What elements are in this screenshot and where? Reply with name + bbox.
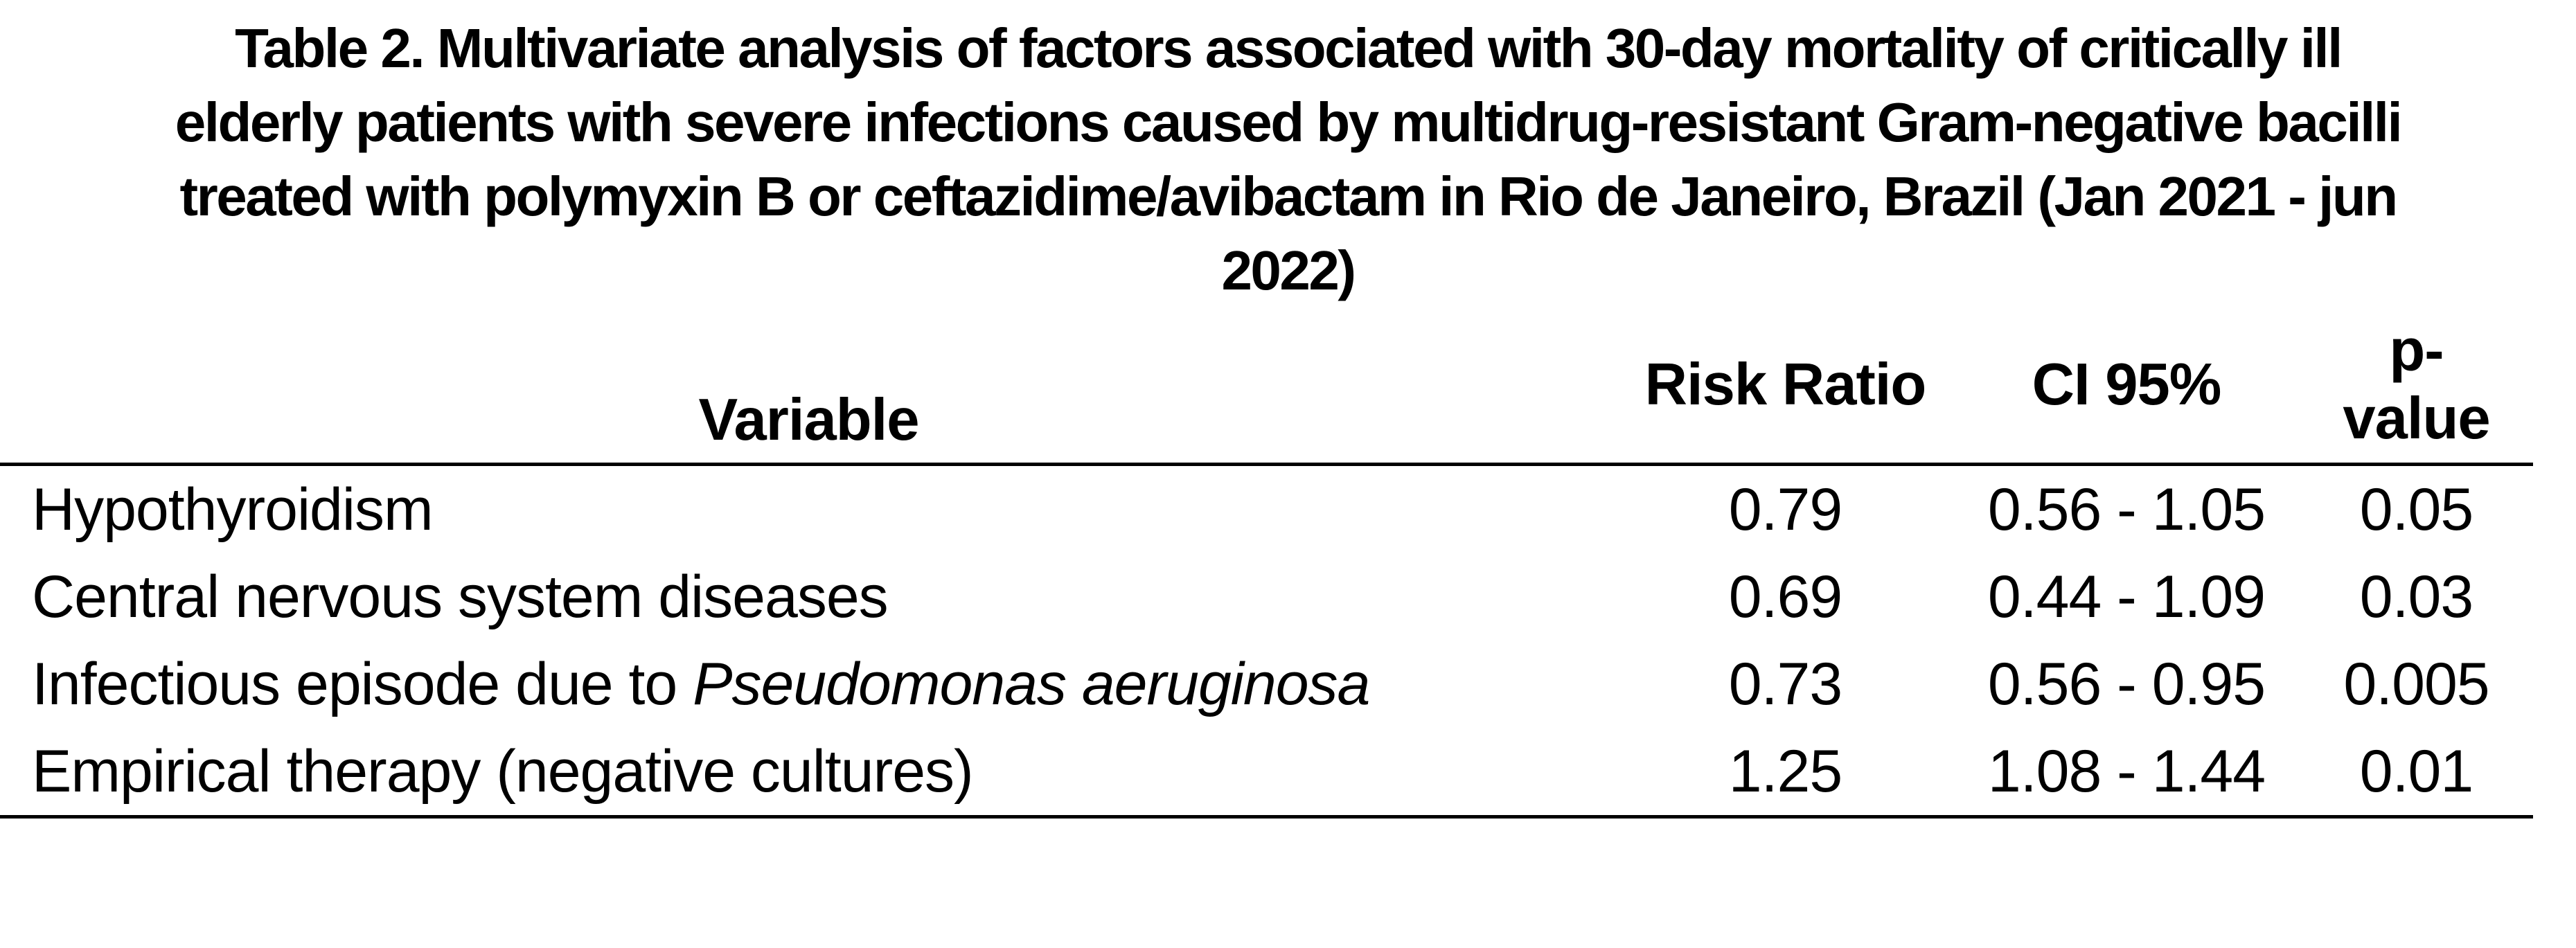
col-header-risk-ratio: Risk Ratio — [1617, 307, 1953, 465]
cell-p-value: 0.01 — [2359, 737, 2473, 805]
cell-ci-95: 0.56 - 1.05 — [1987, 476, 2266, 543]
variable-italic-text: Pseudomonas aeruginosa — [693, 650, 1370, 717]
col-header-variable-label: Variable — [698, 387, 919, 453]
cell-risk-ratio: 0.79 — [1728, 476, 1842, 543]
cell-risk-ratio: 1.25 — [1728, 737, 1842, 805]
cell-p-value: 0.005 — [2343, 650, 2489, 717]
cell-variable: Empirical therapy (negative cultures) — [0, 728, 1617, 817]
cell-ci-95: 0.44 - 1.09 — [1987, 563, 2266, 630]
cell-ci-95: 1.08 - 1.44 — [1987, 737, 2266, 805]
cell-risk-ratio: 0.73 — [1728, 650, 1842, 717]
col-header-p-value-label: p-value — [2343, 318, 2490, 451]
results-table: Variable Risk Ratio CI 95% p-value Hypot… — [0, 307, 2533, 819]
cell-risk-ratio: 0.69 — [1728, 563, 1842, 630]
cell-ci-95: 0.56 - 0.95 — [1987, 650, 2266, 717]
cell-p-value: 0.05 — [2359, 476, 2473, 543]
variable-text: Hypothyroidism — [32, 476, 434, 543]
cell-variable: Hypothyroidism — [0, 465, 1617, 554]
col-header-ci-95: CI 95% — [1953, 307, 2300, 465]
table-row: Empirical therapy (negative cultures) 1.… — [0, 728, 2533, 817]
col-header-p-value: p-value — [2300, 307, 2533, 465]
table-caption: Table 2. Multivariate analysis of factor… — [175, 17, 2403, 301]
variable-text: Empirical therapy (negative cultures) — [32, 737, 974, 805]
cell-variable: Infectious episode due to Pseudomonas ae… — [0, 641, 1617, 728]
col-header-variable: Variable — [0, 307, 1617, 465]
table-row: Infectious episode due to Pseudomonas ae… — [0, 641, 2533, 728]
col-header-ci-95-label: CI 95% — [2032, 352, 2222, 418]
header-row: Variable Risk Ratio CI 95% p-value — [0, 307, 2533, 465]
table-row: Central nervous system diseases 0.69 0.4… — [0, 553, 2533, 641]
variable-text: Infectious episode due to — [32, 650, 693, 717]
table-row: Hypothyroidism 0.79 0.56 - 1.05 0.05 — [0, 465, 2533, 554]
page: Table 2. Multivariate analysis of factor… — [0, 11, 2576, 819]
cell-p-value: 0.03 — [2359, 563, 2473, 630]
cell-variable: Central nervous system diseases — [0, 553, 1617, 641]
variable-text: Central nervous system diseases — [32, 563, 889, 630]
col-header-risk-ratio-label: Risk Ratio — [1644, 352, 1927, 418]
